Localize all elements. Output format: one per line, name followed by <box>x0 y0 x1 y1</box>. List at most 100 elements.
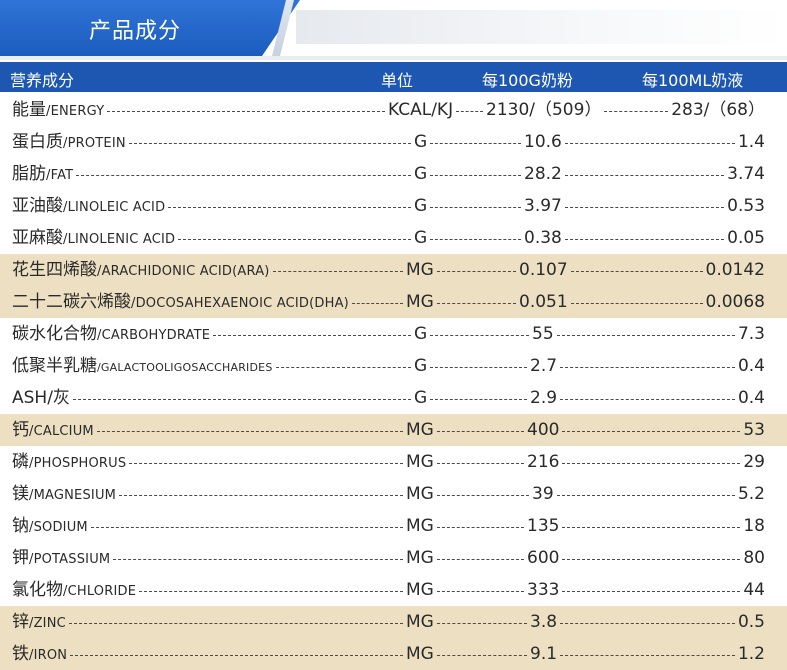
per-100g-powder-value: 10.6 <box>524 132 562 152</box>
nutrient-name-cn: 钾 <box>12 548 29 568</box>
leader-line <box>430 175 521 176</box>
per-100ml-liquid-value: 1.4 <box>737 132 765 152</box>
column-header-per-100g-powder: 每100G奶粉 <box>482 71 573 90</box>
leader-line <box>560 399 735 400</box>
leader-line <box>91 527 403 528</box>
per-100g-powder-value: 135 <box>527 516 560 536</box>
unit-value: G <box>414 132 428 152</box>
per-100ml-liquid-value: 283/（68） <box>671 100 765 120</box>
per-100ml-liquid-value: 0.4 <box>737 356 765 376</box>
table-row: 钾/POTASSIUM MG 600 80 <box>0 542 787 574</box>
section-title: 产品成分 <box>89 19 182 44</box>
leader-line <box>273 271 403 272</box>
leader-line <box>562 431 740 432</box>
banner-bar <box>296 10 787 44</box>
per-100g-powder-value: 0.051 <box>519 292 568 312</box>
per-100g-powder-value: 0.107 <box>519 260 568 280</box>
table-row: 锌/ZINC MG 3.8 0.5 <box>0 606 787 638</box>
table-row: 铁/IRON MG 9.1 1.2 <box>0 638 787 670</box>
unit-value: MG <box>406 612 434 632</box>
nutrient-name: 亚油酸/LINOLEIC ACID <box>12 196 165 218</box>
leader-line <box>565 143 735 144</box>
unit-value: MG <box>406 644 434 664</box>
nutrient-name-cn: 脂肪 <box>12 164 46 184</box>
nutrient-name: 亚麻酸/LINOLENIC ACID <box>12 228 175 250</box>
nutrient-name-cn: 花生四烯酸 <box>12 260 97 280</box>
table-row: 碳水化合物/CARBOHYDRATE G 55 7.3 <box>0 318 787 350</box>
leader-line <box>430 239 521 240</box>
nutrient-name-en: /FAT <box>46 168 74 183</box>
unit-value: KCAL/KJ <box>388 100 454 120</box>
unit-value: MG <box>406 292 434 312</box>
banner-divider <box>0 56 787 60</box>
unit-value: G <box>414 388 428 408</box>
per-100ml-liquid-value: 53 <box>743 420 765 440</box>
leader-line <box>107 111 385 112</box>
leader-line <box>565 239 724 240</box>
leader-line <box>437 591 524 592</box>
per-100g-powder-value: 400 <box>527 420 560 440</box>
nutrient-name-cn: ASH/灰 <box>12 388 70 408</box>
leader-line <box>565 175 724 176</box>
nutrient-name-en: /DOCOSAHEXAENOIC ACID(DHA) <box>131 296 349 311</box>
leader-line <box>129 463 403 464</box>
nutrient-name-cn: 氯化物 <box>12 580 63 600</box>
leader-line <box>560 367 735 368</box>
nutrient-name-en: /IRON <box>29 648 68 663</box>
nutrient-name-en: /CHLORIDE <box>63 584 137 599</box>
per-100g-powder-value: 600 <box>527 548 560 568</box>
per-100g-powder-value: 55 <box>532 324 554 344</box>
nutrient-name-cn: 亚麻酸 <box>12 228 63 248</box>
table-row: 钙/CALCIUM MG 400 53 <box>0 414 787 446</box>
leader-line <box>178 239 411 240</box>
leader-line <box>113 559 403 560</box>
leader-line <box>560 623 735 624</box>
unit-value: G <box>414 196 428 216</box>
nutrient-name: 氯化物/CHLORIDE <box>12 580 136 602</box>
leader-line <box>119 495 403 496</box>
per-100ml-liquid-value: 0.5 <box>737 612 765 632</box>
table-row: 镁/MAGNESIUM MG 39 5.2 <box>0 478 787 510</box>
per-100ml-liquid-value: 0.53 <box>727 196 765 216</box>
nutrient-name: ASH/灰 <box>12 388 70 408</box>
nutrient-name-cn: 锌 <box>12 612 29 632</box>
nutrient-name-en: /ZINC <box>29 616 66 631</box>
per-100ml-liquid-value: 1.2 <box>737 644 765 664</box>
leader-line <box>430 335 529 336</box>
nutrient-name-cn: 磷 <box>12 452 29 472</box>
table-row: 低聚半乳糖/GALACTOOLIGOSACCHARIDES G 2.7 0.4 <box>0 350 787 382</box>
nutrient-name-en: /ENERGY <box>46 104 105 119</box>
table-row: 氯化物/CHLORIDE MG 333 44 <box>0 574 787 606</box>
nutrient-name-en: /POTASSIUM <box>29 552 111 567</box>
nutrient-name: 铁/IRON <box>12 644 67 666</box>
table-row: 能量/ENERGY KCAL/KJ 2130/（509） 283/（68） <box>0 94 787 126</box>
nutrient-name-en: /MAGNESIUM <box>29 488 117 503</box>
per-100g-powder-value: 2130/（509） <box>486 100 602 120</box>
leader-line <box>437 655 527 656</box>
leader-line <box>437 303 516 304</box>
nutrient-name: 镁/MAGNESIUM <box>12 484 116 506</box>
leader-line <box>437 271 516 272</box>
unit-value: G <box>414 164 428 184</box>
nutrient-name-cn: 镁 <box>12 484 29 504</box>
leader-line <box>562 559 740 560</box>
per-100g-powder-value: 333 <box>527 580 560 600</box>
leader-line <box>437 463 524 464</box>
nutrition-table: 能量/ENERGY KCAL/KJ 2130/（509） 283/（68） 蛋白质/PR… <box>0 94 787 670</box>
per-100g-powder-value: 39 <box>532 484 554 504</box>
per-100g-powder-value: 0.38 <box>524 228 562 248</box>
column-header-nutrient: 营养成分 <box>10 71 75 90</box>
leader-line <box>168 207 411 208</box>
leader-line <box>557 335 735 336</box>
leader-line <box>562 463 740 464</box>
nutrient-name: 钙/CALCIUM <box>12 420 94 442</box>
per-100g-powder-value: 216 <box>527 452 560 472</box>
column-header-unit: 单位 <box>381 71 414 90</box>
unit-value: MG <box>406 484 434 504</box>
leader-line <box>437 559 524 560</box>
leader-line <box>557 495 735 496</box>
nutrient-name: 锌/ZINC <box>12 612 66 634</box>
nutrient-name: 脂肪/FAT <box>12 164 73 186</box>
leader-line <box>430 399 527 400</box>
unit-value: MG <box>406 260 434 280</box>
